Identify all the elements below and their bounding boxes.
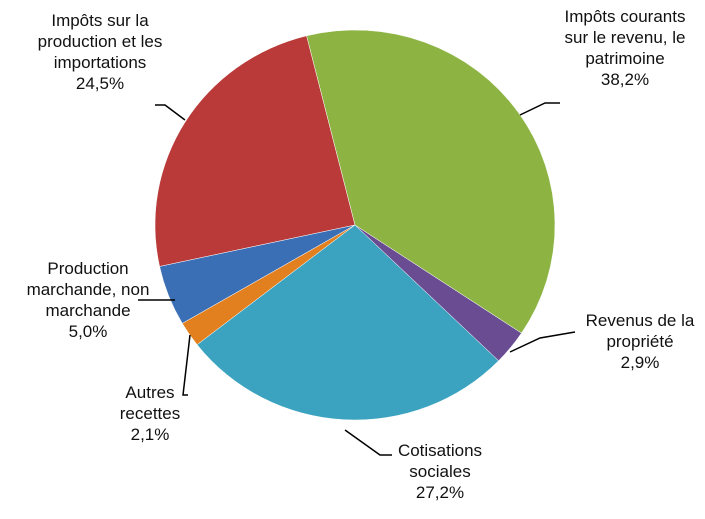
category-label: Impôts courants sur le revenu, le patrim… (564, 7, 686, 68)
category-label: Revenus de la propriété (585, 311, 695, 351)
slice-label: Autres recettes 2,1% (105, 382, 195, 445)
pie-slice (306, 29, 556, 334)
slice-label: Production marchande, non marchande 5,0% (8, 258, 168, 342)
value-label: 5,0% (68, 322, 108, 341)
category-label: Impôts sur la production et les importat… (37, 11, 163, 72)
pie-slice (154, 35, 356, 267)
slice-label: Cotisations sociales 27,2% (375, 440, 505, 503)
value-label: 24,5% (75, 74, 125, 93)
slice-label: Impôts sur la production et les importat… (13, 10, 188, 94)
leader-line (155, 104, 186, 121)
leader-line (182, 334, 191, 396)
value-label: 27,2% (415, 483, 465, 502)
leader-line (509, 331, 576, 353)
pie-slice (196, 224, 499, 421)
category-label: Autres recettes (119, 383, 181, 423)
value-label: 38,2% (600, 70, 650, 89)
slice-label: Impôts courants sur le revenu, le patrim… (560, 6, 690, 90)
slice-label: Revenus de la propriété 2,9% (570, 310, 705, 373)
value-label: 2,1% (130, 425, 170, 444)
category-label: Cotisations sociales (397, 441, 483, 481)
category-label: Production marchande, non marchande (26, 259, 150, 320)
leader-line (519, 102, 560, 116)
value-label: 2,9% (620, 353, 660, 372)
leader-line (344, 429, 392, 456)
